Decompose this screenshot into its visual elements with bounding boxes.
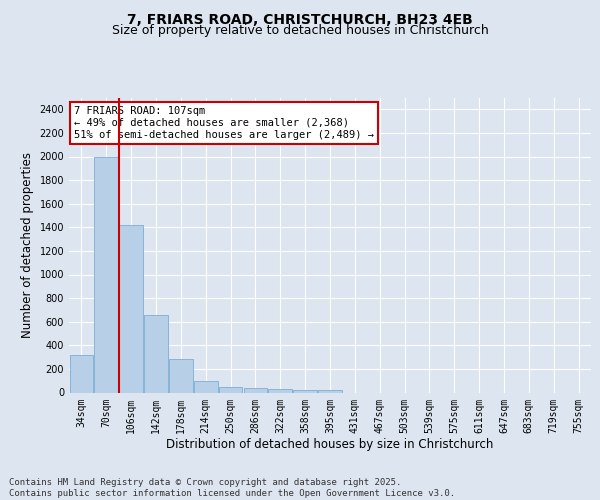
Bar xyxy=(293,390,317,392)
Bar xyxy=(144,314,168,392)
Bar xyxy=(70,354,93,393)
Bar xyxy=(94,156,118,392)
Bar xyxy=(268,389,292,392)
Text: Contains HM Land Registry data © Crown copyright and database right 2025.
Contai: Contains HM Land Registry data © Crown c… xyxy=(9,478,455,498)
X-axis label: Distribution of detached houses by size in Christchurch: Distribution of detached houses by size … xyxy=(166,438,494,451)
Text: 7 FRIARS ROAD: 107sqm
← 49% of detached houses are smaller (2,368)
51% of semi-d: 7 FRIARS ROAD: 107sqm ← 49% of detached … xyxy=(74,106,374,140)
Bar xyxy=(318,390,342,392)
Text: 7, FRIARS ROAD, CHRISTCHURCH, BH23 4EB: 7, FRIARS ROAD, CHRISTCHURCH, BH23 4EB xyxy=(127,12,473,26)
Bar xyxy=(169,359,193,392)
Y-axis label: Number of detached properties: Number of detached properties xyxy=(21,152,34,338)
Bar xyxy=(119,225,143,392)
Text: Size of property relative to detached houses in Christchurch: Size of property relative to detached ho… xyxy=(112,24,488,37)
Bar xyxy=(219,387,242,392)
Bar xyxy=(194,380,218,392)
Bar xyxy=(244,388,267,392)
